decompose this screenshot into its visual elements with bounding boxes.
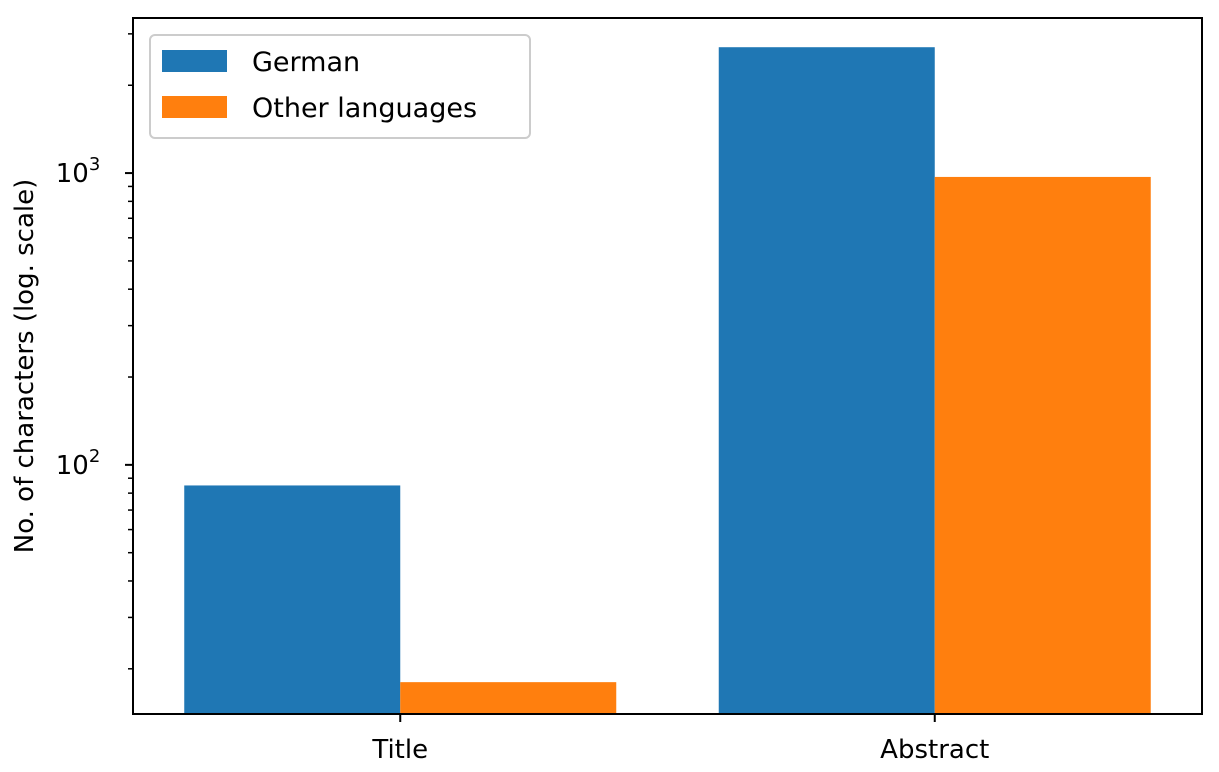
legend-swatch-other-languages bbox=[162, 96, 227, 118]
y-axis-label: No. of characters (log. scale) bbox=[10, 179, 40, 554]
x-tick-label-abstract: Abstract bbox=[880, 735, 989, 765]
legend-label-other-languages: Other languages bbox=[252, 93, 477, 124]
y-tick-label-1000: 103 bbox=[56, 154, 101, 189]
legend: German Other languages bbox=[149, 34, 531, 139]
bars-layer bbox=[184, 47, 1151, 715]
y-tick-label-100: 102 bbox=[56, 446, 101, 481]
x-tick-label-title: Title bbox=[371, 735, 428, 765]
major-ticks-layer: 102 103 bbox=[56, 154, 133, 481]
x-ticks-layer: Title Abstract bbox=[371, 714, 989, 765]
bar-title-other-languages bbox=[400, 682, 617, 714]
bar-abstract-other-languages bbox=[934, 176, 1151, 715]
legend-swatch-german bbox=[162, 50, 227, 72]
bar-abstract-german bbox=[718, 47, 935, 715]
legend-label-german: German bbox=[252, 47, 360, 78]
bar-title-german bbox=[184, 485, 401, 714]
plot-frame bbox=[132, 17, 1203, 715]
legend-box bbox=[149, 34, 531, 139]
